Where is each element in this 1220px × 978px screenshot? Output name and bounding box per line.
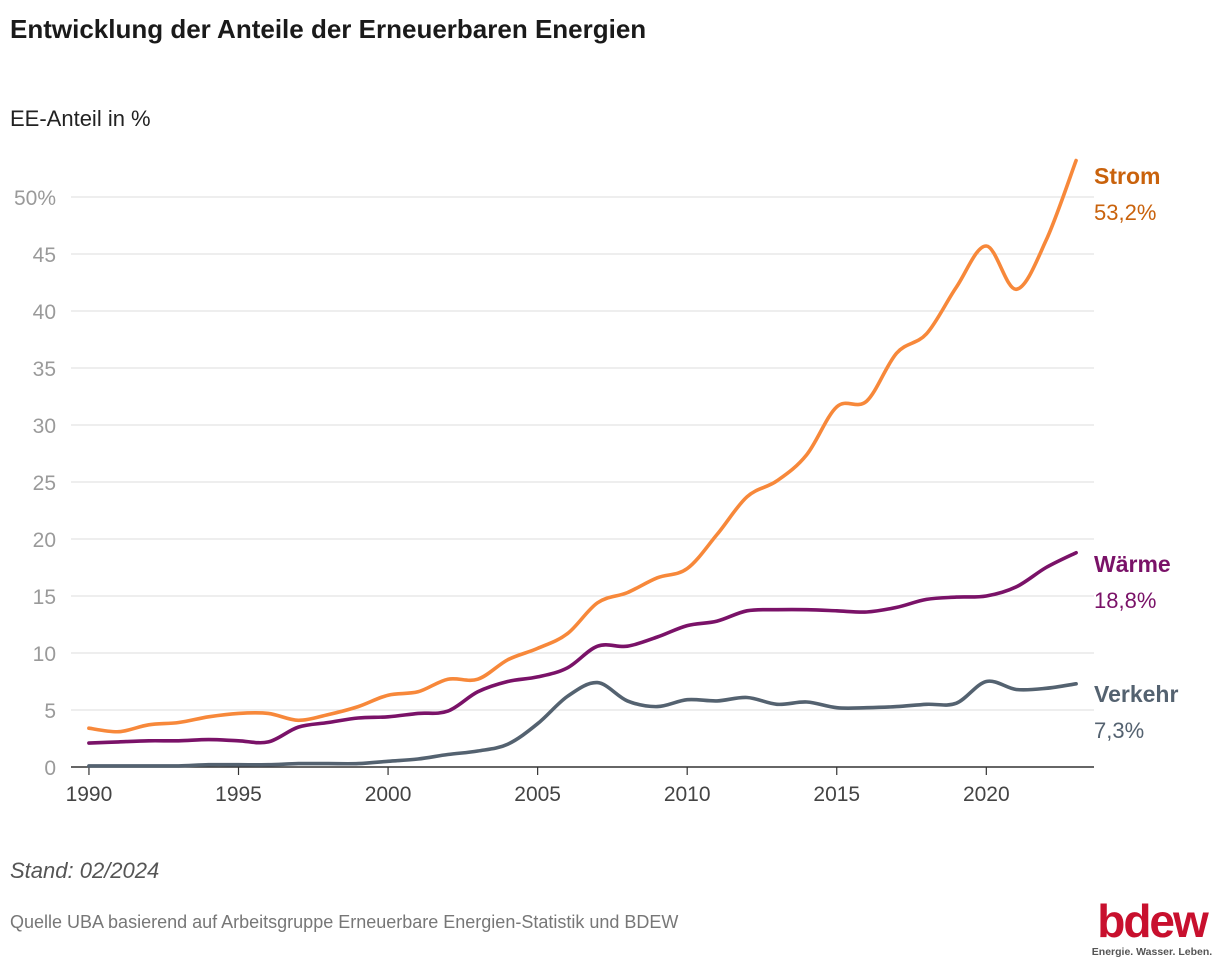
series-value-strom: 53,2% <box>1094 200 1156 225</box>
x-tick-label: 2005 <box>514 783 561 806</box>
logo-tagline: Energie. Wasser. Leben. <box>1091 946 1213 958</box>
y-tick-label: 0 <box>44 757 56 780</box>
y-tick-label: 30 <box>33 415 56 438</box>
series-name-verkehr: Verkehr <box>1094 681 1178 707</box>
line-chart: 0 5 10 15 20 25 30 35 40 45 50% 1990 1995 2000 2005 20… <box>14 158 1178 806</box>
y-tick-label: 45 <box>33 244 56 267</box>
series-line-strom <box>87 158 1078 734</box>
y-axis-unit-label: EE-Anteil in % <box>10 106 151 131</box>
logo-wordmark: bdew <box>1097 895 1209 947</box>
y-tick-label: 5 <box>44 700 56 723</box>
chart-title: Entwicklung der Anteile der Erneuerbaren… <box>10 14 647 44</box>
series-line-verkehr <box>87 679 1078 768</box>
series-name-strom: Strom <box>1094 163 1160 189</box>
bdew-logo: bdew Energie. Wasser. Leben. <box>1090 898 1214 958</box>
x-tick-label: 2000 <box>365 783 412 806</box>
x-tick-label: 2015 <box>813 783 860 806</box>
y-tick-label: 10 <box>33 643 56 666</box>
data-status-note: Stand: 02/2024 <box>10 858 160 883</box>
series-value-verkehr: 7,3% <box>1094 718 1144 743</box>
y-tick-label: 40 <box>33 301 56 324</box>
series-value-waerme: 18,8% <box>1094 588 1156 613</box>
series-end-labels: Strom 53,2% Wärme 18,8% Verkehr 7,3% <box>1094 163 1178 743</box>
x-tick-label: 2010 <box>664 783 711 806</box>
series-lines <box>87 158 1078 768</box>
x-tick-label: 2020 <box>963 783 1010 806</box>
source-note: Quelle UBA basierend auf Arbeitsgruppe E… <box>10 912 679 932</box>
series-name-waerme: Wärme <box>1094 551 1171 577</box>
x-tick-label: 1990 <box>66 783 113 806</box>
y-tick-label: 25 <box>33 472 56 495</box>
grid-lines <box>71 196 1094 768</box>
y-tick-label: 35 <box>33 358 56 381</box>
y-tick-label: 50% <box>14 187 56 210</box>
x-tick-label: 1995 <box>215 783 262 806</box>
x-axis-ticks: 1990 1995 2000 2005 2010 2015 2020 <box>66 767 1010 806</box>
y-tick-label: 15 <box>33 586 56 609</box>
y-tick-label: 20 <box>33 529 56 552</box>
series-line-waerme <box>87 550 1078 745</box>
y-axis-ticks: 0 5 10 15 20 25 30 35 40 45 50% <box>14 187 56 780</box>
